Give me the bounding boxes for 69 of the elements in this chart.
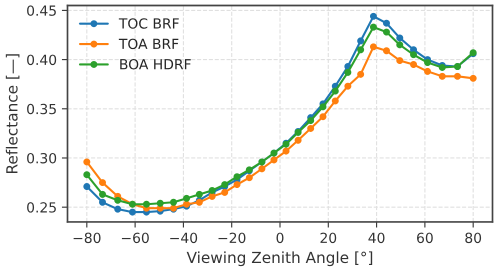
point [470, 74, 477, 82]
point [246, 174, 253, 182]
point [270, 156, 278, 164]
point [396, 41, 404, 48]
x-tick-label: 40 [368, 232, 385, 244]
point [424, 59, 432, 66]
point [114, 196, 122, 204]
x-tick-label: 20 [320, 232, 336, 244]
point [383, 20, 390, 27]
point [234, 181, 240, 188]
point [396, 34, 404, 42]
point [344, 68, 352, 76]
point [99, 190, 106, 198]
point [320, 113, 326, 120]
point [370, 12, 377, 20]
point [383, 47, 390, 54]
point [357, 70, 364, 78]
point [99, 198, 106, 206]
point [234, 173, 240, 180]
point [454, 72, 461, 80]
point [128, 208, 136, 216]
point [370, 43, 377, 50]
point [208, 192, 216, 200]
point [83, 183, 90, 190]
x-tick-label: 60 [417, 232, 433, 244]
point [221, 188, 228, 196]
x-axis-title: Viewing Zenith Angle [°] [186, 251, 372, 266]
point [344, 82, 352, 90]
point [196, 190, 203, 198]
point [156, 200, 164, 207]
point [114, 206, 122, 213]
y-tick-label: 0.40 [27, 54, 56, 66]
point [83, 171, 90, 178]
point [383, 28, 390, 36]
y-axis-title: Reflectance [—] [6, 54, 20, 174]
x-tick-label: −80 [74, 232, 101, 244]
x-tick-label: 80 [465, 232, 482, 244]
point [332, 97, 339, 104]
point [332, 88, 339, 95]
point [438, 72, 446, 80]
point [142, 200, 150, 208]
point [370, 24, 377, 31]
point [83, 158, 90, 166]
point [294, 136, 302, 144]
y-tick-label: 0.35 [27, 104, 56, 114]
point [170, 198, 177, 206]
legend-label: TOA BRF [118, 38, 178, 50]
y-tick-label: 0.25 [27, 202, 56, 213]
point [357, 46, 364, 54]
x-tick-label: −60 [122, 232, 149, 244]
point [424, 68, 432, 75]
point [99, 179, 106, 186]
point [357, 37, 364, 44]
legend-label: BOA HDRF [120, 59, 191, 70]
y-tick-label: 0.45 [27, 5, 56, 16]
y-tick-label: 0.30 [27, 152, 56, 164]
point [307, 124, 314, 132]
x-tick-label: 0 [276, 232, 284, 244]
legend-label: TOC BRF [118, 18, 179, 29]
x-tick-label: −20 [218, 232, 246, 244]
point [282, 148, 290, 155]
point [396, 57, 404, 64]
point [410, 61, 418, 68]
point [183, 194, 190, 202]
point [307, 117, 314, 124]
point [410, 51, 418, 58]
point [320, 103, 326, 110]
x-tick-label: −40 [170, 232, 198, 244]
point [258, 165, 266, 172]
